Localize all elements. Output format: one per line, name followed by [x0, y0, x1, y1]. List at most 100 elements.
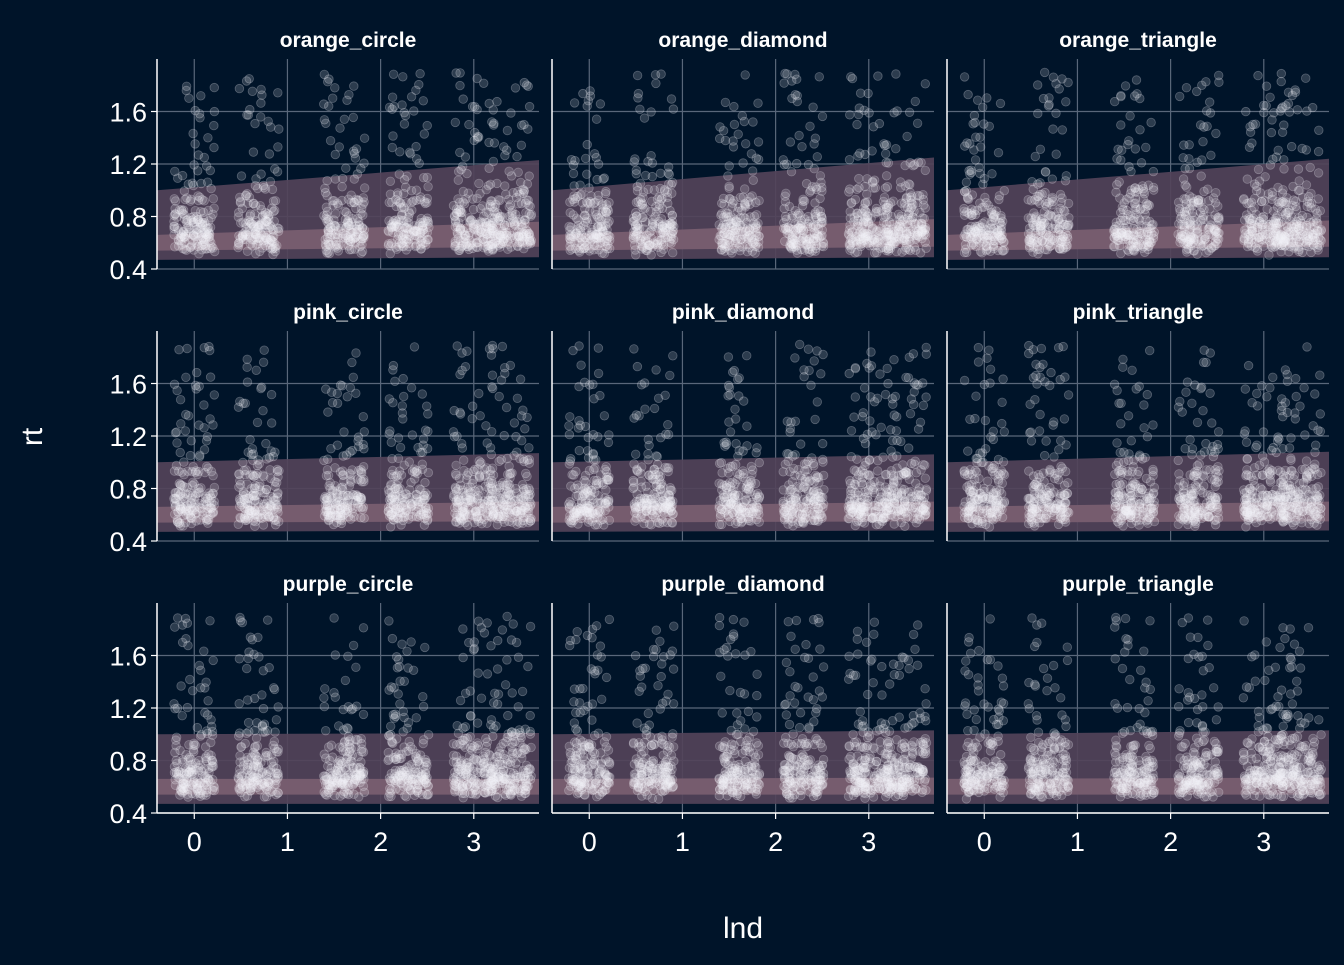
data-point: [780, 204, 789, 213]
data-point: [1113, 180, 1122, 189]
data-point: [384, 240, 393, 249]
data-point: [845, 111, 854, 120]
data-point: [1063, 221, 1072, 230]
data-point: [416, 233, 425, 242]
data-point: [489, 345, 498, 354]
data-point: [605, 198, 614, 207]
data-point: [457, 439, 466, 448]
data-point: [583, 218, 592, 227]
data-point: [274, 89, 283, 98]
data-point: [744, 227, 753, 236]
data-point: [811, 415, 820, 424]
data-point: [421, 503, 430, 512]
data-point: [665, 220, 674, 229]
data-point: [1292, 222, 1301, 231]
data-point: [452, 69, 461, 78]
data-point: [410, 343, 419, 352]
data-point: [243, 363, 252, 372]
data-point: [818, 439, 827, 448]
data-point: [350, 82, 359, 91]
data-point: [202, 221, 211, 230]
data-point: [207, 184, 216, 193]
data-point: [1186, 225, 1195, 234]
data-point: [791, 243, 800, 252]
data-point: [257, 384, 266, 393]
data-point: [331, 175, 340, 184]
data-point: [513, 152, 522, 161]
data-point: [905, 180, 914, 189]
y-tick-label: 1.6: [109, 370, 147, 400]
data-point: [389, 512, 398, 521]
data-point: [631, 155, 640, 164]
data-point: [667, 95, 676, 104]
data-point: [403, 199, 412, 208]
data-point: [1308, 103, 1317, 112]
data-point: [754, 99, 763, 108]
data-point: [848, 74, 857, 83]
data-point: [659, 241, 668, 250]
data-point: [1314, 147, 1323, 156]
data-point: [523, 180, 532, 189]
data-point: [920, 229, 929, 238]
data-point: [183, 344, 192, 353]
data-point: [244, 510, 253, 519]
data-point: [194, 215, 203, 224]
data-point: [477, 458, 486, 467]
data-point: [359, 412, 368, 421]
data-point: [209, 471, 218, 480]
data-point: [354, 466, 363, 475]
data-point: [175, 345, 184, 354]
data-point: [630, 345, 639, 354]
data-point: [500, 431, 509, 440]
data-point: [472, 507, 481, 516]
data-point: [566, 454, 575, 463]
data-point: [451, 223, 460, 232]
data-point: [1243, 175, 1252, 184]
data-point: [274, 473, 283, 482]
data-point: [401, 111, 410, 120]
data-point: [267, 419, 276, 428]
data-point: [192, 517, 201, 526]
data-point: [784, 450, 793, 459]
data-point: [1278, 128, 1287, 137]
data-point: [403, 218, 412, 227]
data-point: [456, 81, 465, 90]
data-point: [1262, 82, 1271, 91]
data-point: [1000, 186, 1009, 195]
data-point: [664, 430, 673, 439]
data-point: [668, 248, 677, 257]
data-point: [274, 143, 283, 152]
data-point: [259, 471, 268, 480]
data-point: [892, 144, 901, 153]
data-point: [1315, 126, 1324, 135]
data-point: [715, 134, 724, 143]
data-point: [170, 195, 179, 204]
data-point: [209, 210, 218, 219]
data-point: [810, 234, 819, 243]
data-point: [980, 120, 989, 129]
data-point: [171, 167, 180, 176]
data-point: [603, 245, 612, 254]
data-point: [387, 481, 396, 490]
data-point: [633, 362, 642, 371]
data-point: [854, 110, 863, 119]
data-point: [786, 428, 795, 437]
data-point: [345, 235, 354, 244]
data-point: [749, 118, 758, 127]
data-point: [726, 390, 735, 399]
data-point: [994, 148, 1003, 157]
data-point: [902, 240, 911, 249]
data-point: [195, 451, 204, 460]
data-point: [336, 124, 345, 133]
data-point: [566, 413, 575, 422]
data-point: [271, 448, 280, 457]
data-point: [1030, 209, 1039, 218]
data-point: [637, 483, 646, 492]
data-point: [1267, 128, 1276, 137]
data-point: [452, 487, 461, 496]
data-point: [596, 100, 605, 109]
data-point: [204, 134, 213, 143]
data-point: [479, 212, 488, 221]
data-point: [887, 231, 896, 240]
data-point: [200, 424, 209, 433]
